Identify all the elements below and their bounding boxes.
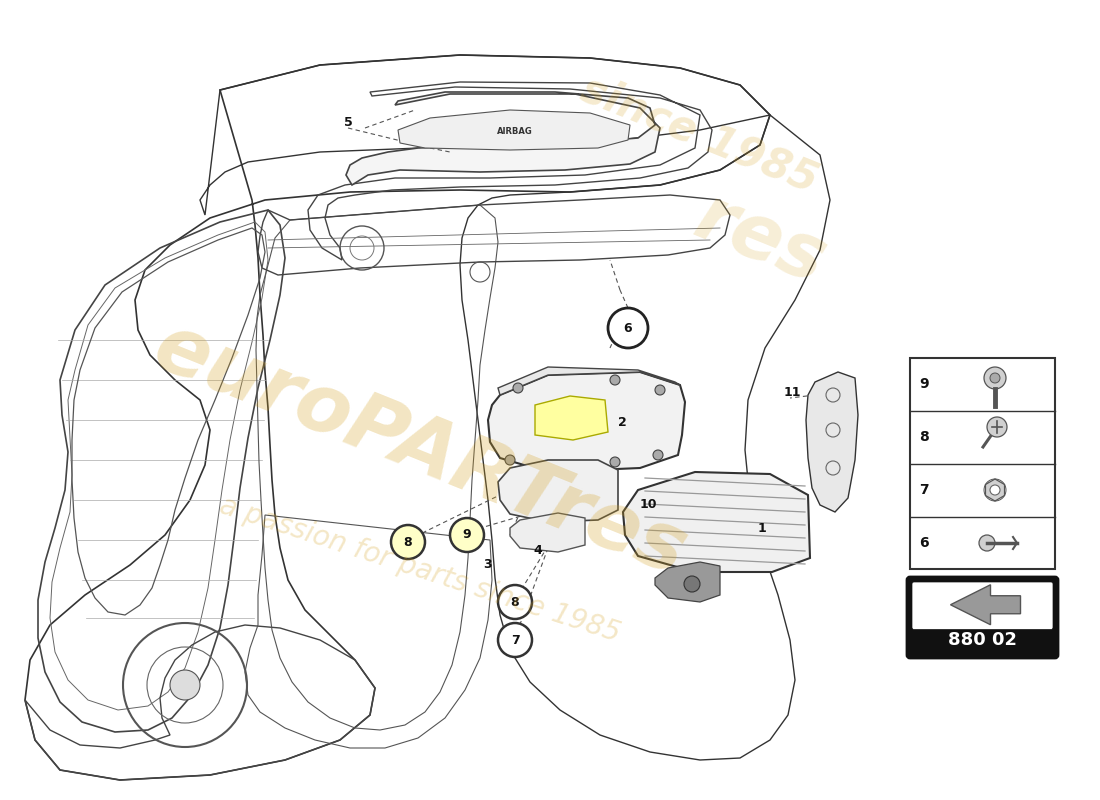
Text: AIRBAG: AIRBAG	[497, 127, 532, 137]
Text: 7: 7	[920, 483, 928, 497]
Circle shape	[498, 585, 532, 619]
Text: since 1985: since 1985	[575, 68, 825, 202]
Polygon shape	[623, 472, 810, 572]
Text: 9: 9	[920, 377, 928, 391]
Circle shape	[990, 485, 1000, 495]
Polygon shape	[498, 367, 680, 395]
Circle shape	[987, 417, 1007, 437]
Text: a passion for parts since 1985: a passion for parts since 1985	[216, 492, 624, 648]
Text: 11: 11	[783, 386, 801, 398]
Text: 1: 1	[758, 522, 767, 534]
Circle shape	[653, 450, 663, 460]
Text: 880 02: 880 02	[948, 631, 1018, 649]
Polygon shape	[498, 460, 618, 522]
Polygon shape	[535, 396, 608, 440]
Text: 5: 5	[343, 115, 352, 129]
Text: 3: 3	[484, 558, 493, 571]
Polygon shape	[488, 372, 685, 472]
Polygon shape	[986, 479, 1004, 501]
Circle shape	[498, 623, 532, 657]
Circle shape	[984, 367, 1006, 389]
Text: res: res	[683, 181, 836, 299]
Text: 7: 7	[510, 634, 519, 646]
Circle shape	[450, 518, 484, 552]
Text: 8: 8	[510, 595, 519, 609]
Circle shape	[610, 375, 620, 385]
Circle shape	[505, 455, 515, 465]
Text: 8: 8	[920, 430, 928, 444]
Polygon shape	[806, 372, 858, 512]
FancyBboxPatch shape	[908, 577, 1058, 658]
Text: 10: 10	[639, 498, 657, 511]
Circle shape	[608, 308, 648, 348]
Circle shape	[990, 373, 1000, 383]
Polygon shape	[398, 110, 630, 150]
Text: 9: 9	[463, 529, 471, 542]
Text: 2: 2	[617, 415, 626, 429]
Text: 8: 8	[404, 535, 412, 549]
Circle shape	[654, 385, 666, 395]
Polygon shape	[510, 513, 585, 552]
Text: euroPARTres: euroPARTres	[142, 307, 697, 593]
Circle shape	[170, 670, 200, 700]
Circle shape	[684, 576, 700, 592]
Circle shape	[610, 457, 620, 467]
Polygon shape	[654, 562, 720, 602]
Text: 6: 6	[624, 322, 632, 334]
Text: 6: 6	[920, 536, 928, 550]
Polygon shape	[950, 585, 1021, 625]
Bar	[910, 358, 1055, 569]
FancyBboxPatch shape	[912, 582, 1053, 630]
Text: 4: 4	[534, 543, 542, 557]
Polygon shape	[346, 92, 660, 185]
Circle shape	[979, 535, 996, 551]
Circle shape	[390, 525, 425, 559]
Circle shape	[513, 383, 522, 393]
